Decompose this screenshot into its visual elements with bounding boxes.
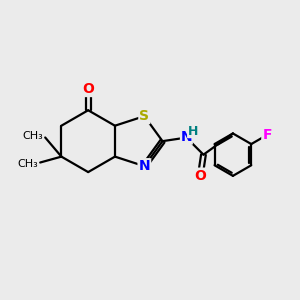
Text: CH₃: CH₃ <box>22 131 43 141</box>
Text: H: H <box>188 124 198 138</box>
Text: N: N <box>139 159 150 173</box>
Text: O: O <box>194 169 206 183</box>
Text: O: O <box>82 82 94 96</box>
Text: S: S <box>139 109 149 123</box>
Text: CH₃: CH₃ <box>17 159 38 169</box>
Text: F: F <box>262 128 272 142</box>
Text: N: N <box>181 130 192 144</box>
